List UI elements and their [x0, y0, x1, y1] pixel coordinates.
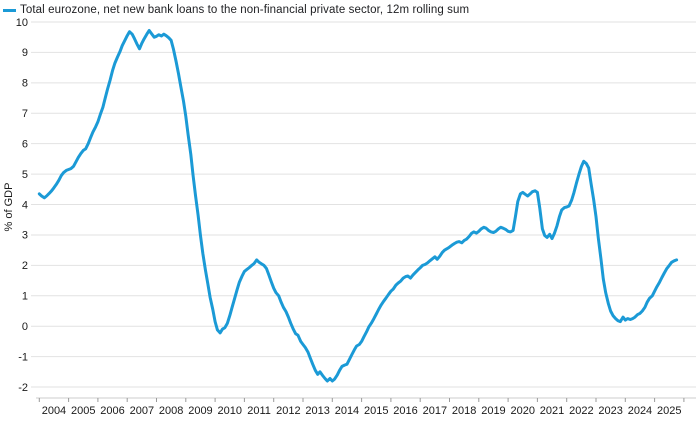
- x-tick-label: 2004: [42, 405, 66, 417]
- x-tick-label: 2019: [481, 405, 505, 417]
- y-tick-label: 9: [22, 47, 28, 59]
- legend-line-icon: [3, 8, 16, 13]
- x-tick-label: 2024: [628, 405, 652, 417]
- y-tick-label: 5: [22, 169, 28, 181]
- y-tick-label: -1: [18, 351, 28, 363]
- x-tick-label: 2009: [188, 405, 212, 417]
- x-tick-label: 2005: [71, 405, 95, 417]
- y-tick-label: 4: [22, 199, 28, 211]
- y-tick-label: 3: [22, 230, 28, 242]
- x-tick-label: 2012: [276, 405, 300, 417]
- y-tick-label: 2: [22, 260, 28, 272]
- x-tick-label: 2021: [540, 405, 564, 417]
- x-tick-label: 2018: [452, 405, 476, 417]
- x-tick-label: 2020: [511, 405, 535, 417]
- x-tick-label: 2017: [423, 405, 447, 417]
- legend-label: Total eurozone, net new bank loans to th…: [20, 4, 470, 16]
- x-tick-label: 2022: [569, 405, 593, 417]
- x-tick-label: 2013: [305, 405, 329, 417]
- x-tick-label: 2015: [364, 405, 388, 417]
- y-tick-label: 7: [22, 108, 28, 120]
- x-tick-label: 2008: [159, 405, 183, 417]
- y-tick-label: -2: [18, 382, 28, 394]
- x-tick-label: 2010: [218, 405, 242, 417]
- chart-legend: Total eurozone, net new bank loans to th…: [3, 4, 469, 16]
- y-tick-label: 10: [16, 17, 28, 29]
- y-tick-label: 0: [22, 321, 28, 333]
- x-tick-label: 2016: [393, 405, 417, 417]
- x-tick-label: 2011: [247, 405, 271, 417]
- y-tick-label: 1: [22, 291, 28, 303]
- x-tick-label: 2007: [130, 405, 154, 417]
- y-tick-label: 8: [22, 78, 28, 90]
- x-tick-label: 2014: [335, 405, 359, 417]
- x-tick-label: 2025: [657, 405, 681, 417]
- y-axis-title: % of GDP: [3, 182, 15, 232]
- x-tick-label: 2006: [100, 405, 124, 417]
- x-tick-label: 2023: [598, 405, 622, 417]
- data-line: [37, 29, 679, 383]
- y-tick-label: 6: [22, 138, 28, 150]
